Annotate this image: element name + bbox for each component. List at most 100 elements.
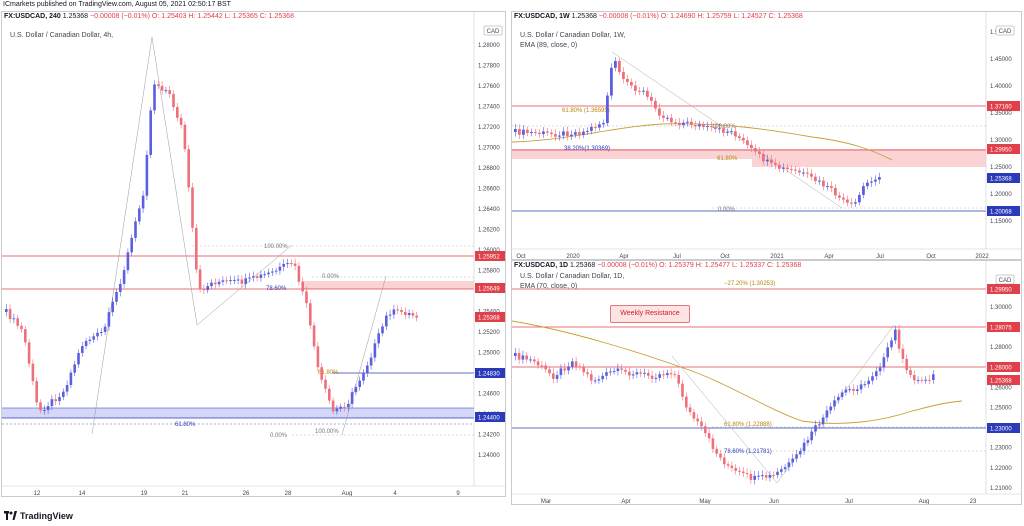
candle (710, 126, 713, 128)
candle (754, 148, 757, 152)
candle (103, 326, 107, 332)
candle (870, 181, 873, 183)
candle (267, 272, 270, 275)
candle (646, 90, 649, 97)
candle (404, 311, 407, 316)
price-tag-support-1: 1.24830 (478, 372, 500, 378)
candle (141, 195, 145, 209)
time-tick-label: Apr (619, 254, 628, 260)
fib-label: 100.00% (712, 124, 736, 130)
candle (521, 355, 525, 360)
chart-4h[interactable]: FX:USDCAD, 240 1.25368 −0.00008 (−0.01%)… (1, 11, 506, 497)
candle (12, 318, 16, 320)
candle (172, 94, 175, 108)
candle (666, 117, 669, 119)
candle (574, 361, 578, 367)
chart-1d[interactable]: FX:USDCAD, 1D 1.25368 −0.00008 (−0.01%) … (511, 260, 1022, 505)
candle (766, 159, 769, 162)
candle (711, 438, 715, 449)
fib-label: 61.80% (1.36595) (562, 108, 610, 114)
candle (738, 136, 741, 138)
candle (39, 402, 42, 411)
resistance-zone-2 (752, 159, 986, 167)
candle (753, 475, 756, 480)
price-tag-resistance-1: 1.25952 (478, 255, 500, 261)
candle (742, 137, 745, 141)
candle (814, 176, 817, 182)
candle (833, 400, 836, 407)
time-tick-label: 2021 (770, 254, 784, 260)
candle (225, 280, 228, 282)
candle (878, 367, 882, 372)
price-tick-label: 1.45000 (990, 57, 1012, 63)
candle (634, 85, 637, 91)
candle (909, 370, 912, 375)
candle (248, 277, 251, 279)
symbol-label: FX:USDCAD, 240 (4, 13, 61, 20)
candle (369, 357, 373, 366)
candle (901, 348, 905, 359)
candle (594, 126, 597, 128)
candle (745, 473, 749, 475)
candle (858, 194, 861, 203)
candle (618, 60, 621, 72)
candle (312, 325, 316, 347)
candle (718, 128, 721, 130)
candle (578, 366, 582, 368)
candle (612, 371, 616, 373)
fib-trendline (671, 324, 895, 484)
chart-1d-canvas[interactable]: −27.20% (1.30253) 61.80% (1.22888) 78.60% … (512, 261, 1022, 505)
fib-label: 100.00% (315, 429, 339, 435)
price-tag-resistance-0: 1.29950 (990, 288, 1012, 294)
candle (742, 471, 745, 474)
candle (738, 470, 741, 472)
candle (381, 326, 384, 334)
candle (546, 131, 549, 133)
candle (407, 312, 411, 316)
candle (791, 458, 794, 463)
candle (794, 169, 797, 171)
candle (798, 170, 801, 173)
candle (854, 202, 857, 204)
tradingview-logo[interactable]: TradingView (4, 511, 73, 521)
price-tick-label: 1.23000 (990, 446, 1012, 452)
candle (81, 346, 84, 353)
candle (677, 374, 680, 384)
candle (191, 187, 194, 228)
time-tick-label: Jul (673, 254, 681, 260)
time-tick-label: Oct (516, 254, 526, 260)
candle (134, 221, 137, 238)
candle (529, 359, 532, 361)
price-tick-label: 1.40000 (990, 84, 1012, 90)
candle (590, 374, 593, 381)
currency-badge (995, 25, 1015, 36)
candle (244, 278, 247, 284)
chart-title: U.S. Dollar / Canadian Dollar, 4h, (10, 32, 114, 39)
candle (734, 467, 737, 471)
candle (630, 81, 633, 86)
candle (153, 84, 156, 111)
candle (669, 373, 673, 375)
candle (20, 325, 23, 330)
candle (46, 406, 50, 411)
price-tick-label: 1.25200 (478, 330, 500, 336)
chart-1w[interactable]: FX:USDCAD, 1W 1.25368 −0.00008 (−0.01%) … (511, 11, 1022, 260)
candle (601, 375, 604, 380)
candle (654, 100, 657, 109)
chart-4h-canvas[interactable]: 100.00% 0.00% 78.60% 61.80% 61.80% 100.00% 0.0… (2, 12, 506, 497)
candle (913, 374, 916, 381)
candle (643, 372, 646, 374)
candle (195, 227, 198, 270)
fib-label: 0.00% (270, 433, 288, 439)
candle (783, 467, 787, 470)
candle (597, 379, 601, 381)
candle (309, 303, 312, 326)
time-tick-label: Jul (845, 499, 853, 505)
chart-1w-canvas[interactable]: 61.80% (1.36595) 100.00% 38.20%(1.30369) 61… (512, 12, 1022, 260)
candle (723, 457, 726, 465)
candle (168, 90, 171, 95)
time-tick-label: Apr (824, 254, 833, 260)
candle (686, 121, 689, 123)
chart-1d-legend: FX:USDCAD, 1D 1.25368 −0.00008 (−0.01%) … (514, 261, 801, 270)
candle (802, 172, 805, 174)
